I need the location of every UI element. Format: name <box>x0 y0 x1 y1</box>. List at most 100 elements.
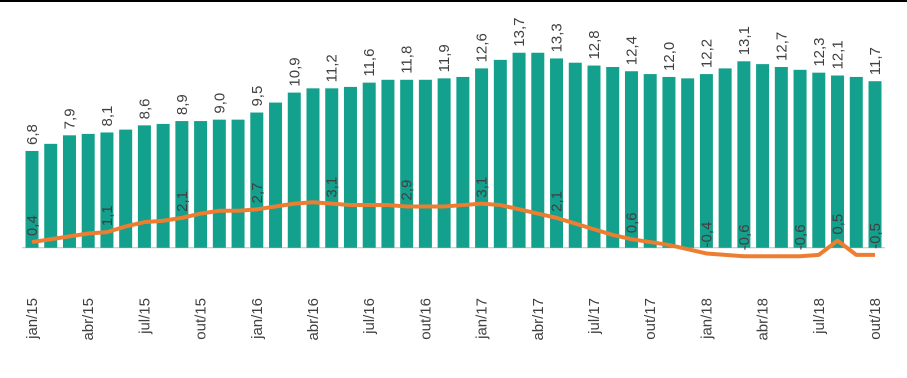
bar <box>531 52 545 248</box>
x-tick-label: abr/16 <box>305 298 322 341</box>
data-label: 2,7 <box>249 182 266 203</box>
x-tick-label: jul/17 <box>586 298 603 335</box>
bar <box>25 150 39 248</box>
x-tick-label: jul/16 <box>361 298 378 335</box>
bar <box>737 61 751 248</box>
bar <box>269 102 283 248</box>
x-tick-label: out/15 <box>193 298 210 340</box>
data-label: 12,6 <box>474 33 491 62</box>
x-tick-label: jul/18 <box>811 298 828 335</box>
bar <box>175 121 189 248</box>
data-label: 13,7 <box>511 18 528 47</box>
data-label: 11,7 <box>867 47 884 75</box>
bar <box>512 52 526 248</box>
data-label: -0,6 <box>736 224 753 250</box>
bar <box>699 74 713 248</box>
x-tick-label: abr/18 <box>755 298 772 341</box>
data-label: 6,8 <box>24 124 41 145</box>
x-tick-label: out/17 <box>642 298 659 340</box>
x-tick-label: jan/17 <box>474 298 491 340</box>
bar <box>119 129 133 248</box>
data-label: 12,1 <box>830 40 847 69</box>
bar <box>62 135 76 248</box>
data-label: 2,9 <box>399 180 416 201</box>
bar <box>156 123 170 248</box>
data-label: 3,1 <box>474 177 491 198</box>
data-label: -0,4 <box>698 222 715 248</box>
bar <box>44 143 58 248</box>
data-label: 7,9 <box>61 108 78 129</box>
data-label: 11,9 <box>436 44 453 72</box>
data-label: -0,6 <box>792 224 809 250</box>
bar <box>643 74 657 248</box>
bar <box>849 76 863 248</box>
data-label: -0,5 <box>867 223 884 249</box>
x-tick-label: jan/15 <box>24 298 41 340</box>
x-tick-label: abr/17 <box>530 298 547 341</box>
bar <box>287 92 301 248</box>
data-label: 0,5 <box>830 214 847 235</box>
bar <box>81 133 95 248</box>
data-label: 9,5 <box>249 86 266 107</box>
data-label: 3,1 <box>324 177 341 198</box>
bar <box>381 79 395 248</box>
data-label: 13,3 <box>549 23 566 52</box>
bar <box>437 78 451 248</box>
bar <box>343 86 357 248</box>
data-label: 12,7 <box>773 32 790 61</box>
bar <box>718 68 732 248</box>
x-tick-label: out/18 <box>867 298 884 340</box>
data-label: 11,6 <box>361 49 378 77</box>
bar <box>550 58 564 248</box>
bar <box>456 76 470 248</box>
bar <box>793 69 807 248</box>
bar <box>100 132 114 248</box>
data-label: 13,1 <box>736 26 753 55</box>
bar <box>306 88 320 248</box>
data-label: 12,0 <box>661 42 678 71</box>
data-label: 8,1 <box>99 106 116 127</box>
data-label: 12,2 <box>698 39 715 68</box>
data-label: 12,4 <box>623 36 640 65</box>
data-label: 2,1 <box>174 191 191 212</box>
bar <box>868 81 882 248</box>
x-tick-label: abr/15 <box>80 298 97 341</box>
bar <box>587 65 601 248</box>
bar <box>812 72 826 248</box>
bar <box>831 75 845 248</box>
bar <box>774 66 788 248</box>
bar <box>662 76 676 248</box>
bar <box>418 79 432 248</box>
bar <box>194 121 208 248</box>
data-label: 1,1 <box>99 205 116 226</box>
data-label: 12,3 <box>811 37 828 66</box>
bar <box>756 64 770 248</box>
bar <box>362 82 376 248</box>
bar <box>212 119 226 248</box>
bar <box>568 62 582 248</box>
bar <box>493 59 507 248</box>
data-label: 8,9 <box>174 94 191 115</box>
bar <box>606 66 620 248</box>
data-label: 11,8 <box>399 46 416 74</box>
data-label: 2,1 <box>549 191 566 212</box>
bar <box>624 71 638 248</box>
bar <box>475 68 489 248</box>
bar <box>325 88 339 248</box>
line <box>31 200 875 259</box>
bar <box>231 119 245 248</box>
x-tick-label: jul/15 <box>136 298 153 335</box>
bar <box>137 125 151 248</box>
x-tick-label: out/16 <box>417 298 434 340</box>
data-label: 0,4 <box>24 215 41 236</box>
x-tick-label: jan/18 <box>698 298 715 340</box>
data-label: 10,9 <box>286 57 303 86</box>
data-label: 0,6 <box>623 212 640 233</box>
bar <box>250 112 264 248</box>
data-label: 12,8 <box>586 30 603 59</box>
data-label: 11,2 <box>324 54 341 82</box>
x-tick-label: jan/16 <box>249 298 266 340</box>
bar <box>400 79 414 248</box>
data-label: 9,0 <box>211 93 228 114</box>
